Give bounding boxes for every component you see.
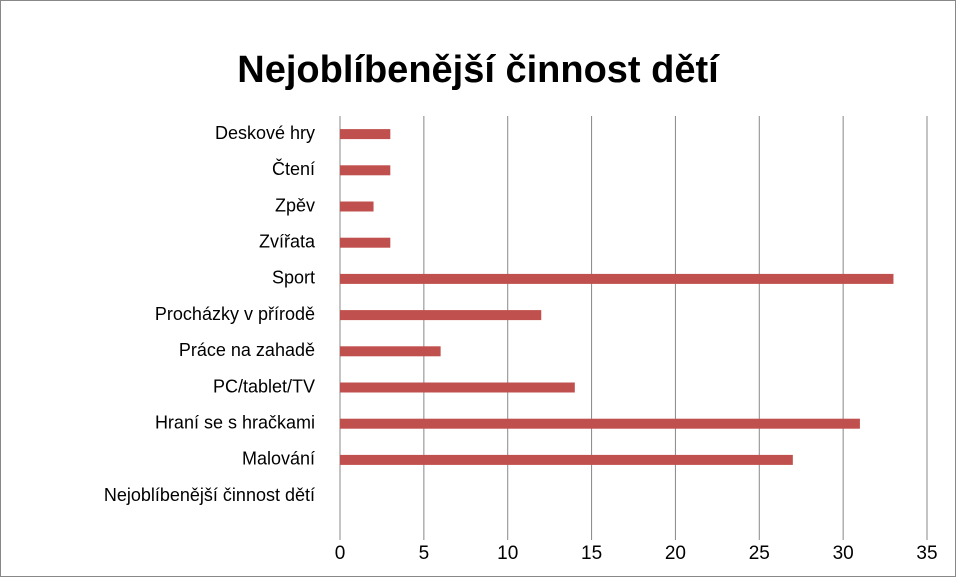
bar: [340, 273, 894, 284]
bar: [340, 310, 542, 321]
bar: [340, 201, 374, 212]
x-tick-label: 25: [749, 543, 770, 564]
y-tick-label: Procházky v přírodě: [155, 304, 315, 324]
x-tick-label: 30: [833, 543, 854, 564]
x-tick-label: 5: [419, 543, 430, 564]
y-tick-label: Zpěv: [275, 195, 315, 215]
x-tick-label: 15: [581, 543, 602, 564]
bar: [340, 346, 441, 357]
x-tick-label: 20: [665, 543, 686, 564]
y-tick-label: Deskové hry: [215, 123, 315, 143]
chart-title: Nejoblíbenější činnost dětí: [237, 49, 720, 91]
bar: [340, 382, 575, 393]
x-tick-label: 0: [335, 543, 346, 564]
y-tick-label: Zvířata: [259, 231, 316, 251]
bar: [340, 237, 391, 248]
bar: [340, 418, 860, 429]
x-tick-label: 35: [916, 543, 937, 564]
y-tick-label: Hraní se s hračkami: [155, 412, 315, 432]
bar: [340, 165, 391, 176]
y-tick-label: Čtení: [272, 158, 315, 179]
y-tick-label: Nejoblíbenější činnost dětí: [104, 485, 315, 505]
bar: [340, 129, 391, 140]
bar: [340, 454, 793, 465]
y-tick-label: Sport: [272, 268, 315, 288]
y-tick-label: PC/tablet/TV: [213, 376, 315, 396]
y-tick-label: Malování: [242, 449, 315, 469]
y-tick-label: Práce na zahadě: [179, 340, 315, 360]
x-tick-label: 10: [497, 543, 518, 564]
